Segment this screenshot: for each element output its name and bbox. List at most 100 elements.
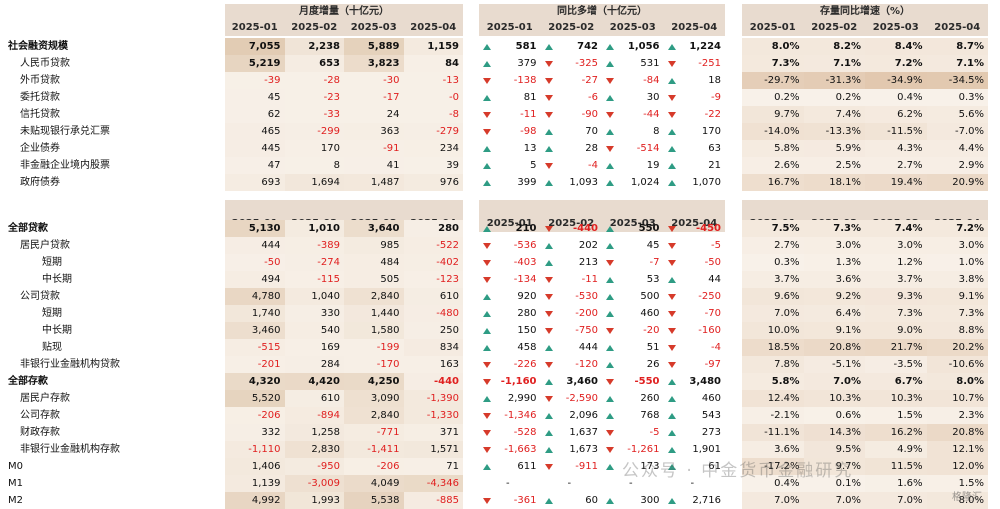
up-arrow-icon xyxy=(483,163,491,169)
down-arrow-icon xyxy=(483,243,491,249)
monthly-cell: 84 xyxy=(403,55,463,72)
yoy-cell: -911 xyxy=(575,461,598,472)
growth-cell: 0.6% xyxy=(803,407,865,424)
yoy-cell: 1,673 xyxy=(569,444,598,455)
monthly-cell: 7,055 xyxy=(225,38,285,55)
growth-cell: 1.2% xyxy=(865,254,927,271)
growth-cell: 9.7% xyxy=(742,106,804,123)
growth-cell: 7.0% xyxy=(742,305,804,322)
monthly-cell: 494 xyxy=(225,271,285,288)
yoy-cell: -251 xyxy=(698,58,721,69)
monthly-cell: -1,330 xyxy=(403,407,463,424)
up-arrow-icon xyxy=(544,129,553,135)
yoy-header-s2: 2025-01 2025-02 2025-03 2025-04 xyxy=(479,200,725,232)
down-arrow-icon xyxy=(606,328,614,334)
down-arrow-icon xyxy=(667,311,676,317)
growth-cell: 1.3% xyxy=(803,254,865,271)
down-arrow-icon xyxy=(667,328,676,334)
down-arrow-icon xyxy=(483,498,491,504)
growth-cell: 7.5% xyxy=(742,220,804,237)
growth-cell: 9.2% xyxy=(803,288,865,305)
growth-cell: 9.0% xyxy=(865,322,927,339)
growth-cell: -11.5% xyxy=(865,123,927,140)
down-arrow-icon xyxy=(544,362,553,368)
yoy-cell: -528 xyxy=(513,427,537,438)
down-arrow-icon xyxy=(667,95,676,101)
up-arrow-icon xyxy=(606,226,614,232)
monthly-cell: -1,411 xyxy=(344,441,404,458)
growth-cell: 5.8% xyxy=(742,140,804,157)
growth-cell: 10.7% xyxy=(926,390,988,407)
monthly-cell: 363 xyxy=(344,123,404,140)
growth-cell: 0.3% xyxy=(926,89,988,106)
table-row: 企业债券 445 170 -91 234 13 28 -514 63 5.8% 5.9% 4.3% 4.… xyxy=(0,140,1000,157)
yoy-cell: 581 xyxy=(515,41,537,52)
month-header-1: 2025-02 xyxy=(548,22,595,33)
yoy-cell: -84 xyxy=(643,75,660,86)
growth-header-title: 存量同比增速（%） xyxy=(819,6,911,17)
down-arrow-icon xyxy=(483,112,491,118)
table-row: 居民户贷款 444 -389 985 -522 -536 202 45 -5 2.7% 3.0% 3.… xyxy=(0,237,1000,254)
yoy-cell: -550 xyxy=(634,376,660,387)
growth-cell: 3.0% xyxy=(865,237,927,254)
yoy-cell: -5 xyxy=(711,240,721,251)
table-row: 中长期 3,460 540 1,580 250 150 -750 -20 -160 10.0% 9.… xyxy=(0,322,1000,339)
growth-cell: 3.8% xyxy=(926,271,988,288)
yoy-cell: 1,093 xyxy=(569,177,598,188)
monthly-cell: -522 xyxy=(403,237,463,254)
yoy-cell: 21 xyxy=(708,160,721,171)
yoy-cell: -11 xyxy=(581,274,598,285)
growth-cell: 6.7% xyxy=(865,373,927,390)
growth-cell: 21.7% xyxy=(865,339,927,356)
yoy-cell: - xyxy=(567,478,572,489)
down-arrow-icon xyxy=(483,362,491,368)
monthly-cell: -91 xyxy=(344,140,404,157)
up-arrow-icon xyxy=(606,61,614,67)
growth-cell: 0.4% xyxy=(865,89,927,106)
growth-cell: 3.7% xyxy=(742,271,804,288)
monthly-cell: -4,346 xyxy=(403,475,463,492)
row-label: 信托贷款 xyxy=(20,109,60,120)
up-arrow-icon xyxy=(483,180,491,186)
row-label: M1 xyxy=(8,478,23,489)
down-arrow-icon xyxy=(606,379,614,385)
growth-cell: -14.0% xyxy=(742,123,804,140)
up-arrow-icon xyxy=(606,243,614,249)
growth-cell: -7.0% xyxy=(926,123,988,140)
down-arrow-icon xyxy=(606,112,614,118)
up-arrow-icon xyxy=(667,464,676,470)
growth-cell: 0.2% xyxy=(803,89,865,106)
monthly-cell: -0 xyxy=(403,89,463,106)
row-label: 未贴现银行承兑汇票 xyxy=(20,126,110,137)
row-label: 全部贷款 xyxy=(8,223,48,234)
monthly-cell: 1,040 xyxy=(284,288,344,305)
month-header-0: 2025-01 xyxy=(749,22,796,33)
monthly-cell: 1,571 xyxy=(403,441,463,458)
yoy-cell: - xyxy=(505,478,510,489)
yoy-cell: 550 xyxy=(638,223,660,234)
growth-cell: -29.7% xyxy=(742,72,804,89)
row-label: 中长期 xyxy=(42,325,72,336)
yoy-cell: -514 xyxy=(636,143,660,154)
yoy-cell: -44 xyxy=(643,109,660,120)
growth-cell: 4.4% xyxy=(926,140,988,157)
monthly-cell: 465 xyxy=(225,123,285,140)
growth-cell: 8.0% xyxy=(926,373,988,390)
row-label: M0 xyxy=(8,461,23,472)
yoy-cell: 300 xyxy=(640,495,660,506)
up-arrow-icon xyxy=(544,413,553,419)
up-arrow-icon xyxy=(667,44,676,50)
up-arrow-icon xyxy=(483,311,491,317)
yoy-cell: 210 xyxy=(515,223,537,234)
yoy-cell: 2,990 xyxy=(507,393,537,404)
growth-cell: 10.3% xyxy=(865,390,927,407)
growth-cell: 5.6% xyxy=(926,106,988,123)
growth-cell: 3.6% xyxy=(742,441,804,458)
up-arrow-icon xyxy=(483,345,491,351)
yoy-cell: -5 xyxy=(649,427,660,438)
monthly-cell: 484 xyxy=(344,254,404,271)
growth-cell: 7.3% xyxy=(742,55,804,72)
yoy-cell: 3,480 xyxy=(689,376,721,387)
monthly-cell: 444 xyxy=(225,237,285,254)
monthly-cell: -13 xyxy=(403,72,463,89)
